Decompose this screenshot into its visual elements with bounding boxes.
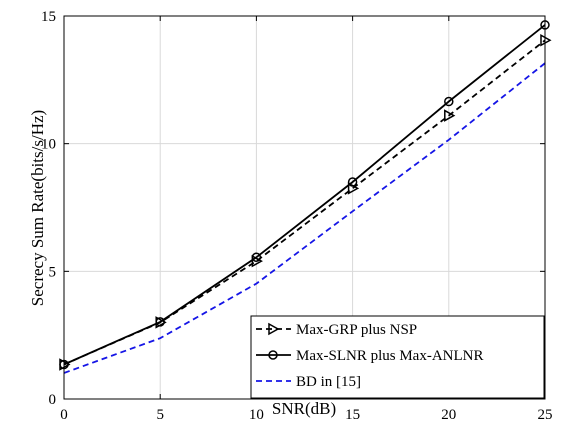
data-point [155,317,165,327]
legend-entry: Max-SLNR plus Max-ANLNR [256,348,484,364]
series-line [63,24,546,366]
data-point [444,109,456,122]
x-tick-labels: 0 5 10 15 20 25 [60,407,552,423]
legend-label: Max-GRP plus NSP [296,322,417,338]
data-point [347,177,358,187]
x-tick-label: 0 [60,407,68,423]
y-axis-label: Secrecy Sum Rate(bits/s/Hz) [28,110,47,306]
x-tick-label: 15 [345,407,360,423]
legend-box [250,315,545,399]
y-tick-label: 10 [41,137,56,153]
legend-entry: Max-GRP plus NSP [256,322,417,338]
data-point [251,252,262,263]
x-tick-label: 5 [156,407,164,423]
legend-label: BD in [15] [296,374,361,390]
y-tick-label: 15 [41,9,56,25]
x-tick-label: 20 [441,407,456,423]
series-2 [63,62,546,374]
x-tick-label: 25 [538,407,553,423]
x-axis-label: SNR(dB) [272,399,336,418]
y-tick-labels: 0 5 10 15 [41,9,56,408]
plot-frame [63,15,546,400]
series-layer [59,20,552,374]
legend-entry: BD in [15] [256,374,361,390]
grid-lines [64,16,545,399]
series-line [63,62,546,374]
y-tick-label: 0 [49,392,57,408]
legend-marker [268,350,278,360]
x-tick-label: 10 [249,407,264,423]
legend: Max-GRP plus NSP Max-SLNR plus Max-ANLNR B… [250,315,545,399]
y-tick-label: 5 [49,264,57,280]
data-point [444,96,454,107]
legend-marker [268,322,280,336]
data-point [251,254,263,268]
series-line [63,39,546,366]
legend-label: Max-SLNR plus Max-ANLNR [296,348,484,364]
